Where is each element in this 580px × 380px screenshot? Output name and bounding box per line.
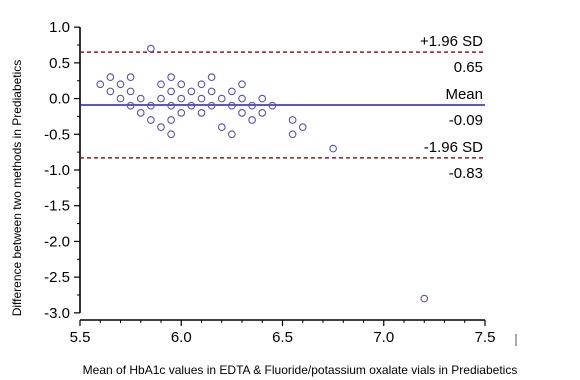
y-tick-label: -3.0 xyxy=(44,305,70,322)
data-point xyxy=(288,116,297,124)
data-point xyxy=(197,80,206,89)
data-point xyxy=(197,94,206,103)
data-point xyxy=(197,109,206,117)
data-point xyxy=(288,130,297,139)
data-point xyxy=(298,123,307,131)
y-tick-label: -0.5 xyxy=(44,126,70,143)
data-point xyxy=(207,101,216,110)
data-point xyxy=(258,94,267,103)
data-point xyxy=(217,94,226,103)
data-point xyxy=(136,94,145,103)
data-point xyxy=(157,123,165,131)
data-point xyxy=(248,101,256,110)
data-point xyxy=(228,87,236,96)
data-point xyxy=(116,80,125,89)
data-point xyxy=(238,109,246,117)
data-point xyxy=(147,101,155,110)
y-tick-label: -1.0 xyxy=(44,162,70,179)
x-tick-label: 7.5 xyxy=(475,329,496,346)
data-point xyxy=(329,144,337,153)
y-tick-label: -2.0 xyxy=(44,233,70,250)
data-point xyxy=(157,94,165,103)
lower_loa-value-label: -0.83 xyxy=(449,165,483,182)
x-axis-title: Mean of HbA1c values in EDTA & Fluoride/… xyxy=(83,363,518,377)
data-point xyxy=(126,87,135,96)
y-tick-label: -2.5 xyxy=(44,269,70,286)
data-point xyxy=(177,109,186,117)
data-point xyxy=(187,87,196,96)
data-point xyxy=(228,130,236,139)
data-point xyxy=(207,73,216,81)
data-point xyxy=(96,80,105,89)
data-point xyxy=(177,94,186,103)
data-point xyxy=(268,101,277,110)
data-point xyxy=(228,101,236,110)
y-tick-label: 1.0 xyxy=(49,19,70,36)
data-point xyxy=(126,101,135,110)
data-point xyxy=(167,101,175,110)
x-tick-label: 7.0 xyxy=(373,329,394,346)
y-tick-label: 0.0 xyxy=(49,91,70,108)
data-point xyxy=(106,87,115,96)
upper_loa-label: +1.96 SD xyxy=(420,33,483,50)
data-point xyxy=(167,73,175,81)
data-point xyxy=(207,87,216,96)
x-tick-label: 6.5 xyxy=(272,329,293,346)
x-tick-label: 5.5 xyxy=(70,329,91,346)
lower_loa-label: -1.96 SD xyxy=(424,139,483,156)
data-point xyxy=(167,87,175,96)
data-point xyxy=(177,80,186,89)
data-point xyxy=(258,109,267,117)
mean-label: Mean xyxy=(445,86,483,103)
data-point xyxy=(217,123,226,131)
y-tick-label: -1.5 xyxy=(44,198,70,215)
data-point xyxy=(167,116,175,124)
data-point xyxy=(106,73,115,81)
data-point xyxy=(238,80,246,89)
data-point xyxy=(147,44,155,53)
data-point xyxy=(147,116,155,124)
upper_loa-value-label: 0.65 xyxy=(454,59,483,76)
data-point xyxy=(238,94,246,103)
data-point xyxy=(126,73,135,81)
data-point xyxy=(136,109,145,117)
x-tick-label: 6.0 xyxy=(171,329,192,346)
y-tick-label: 0.5 xyxy=(49,55,70,72)
mean-value-label: -0.09 xyxy=(449,112,483,129)
data-point xyxy=(167,130,175,139)
data-point xyxy=(187,101,196,110)
data-point xyxy=(116,94,125,103)
y-axis-title: Difference between two methods in Predia… xyxy=(10,60,24,317)
axes: 1.0 0.5 0.0 -0.5 -1.0 -1.5 -2.0 -2.5 -3.05.5 6.0 6… xyxy=(44,19,495,346)
reference-line-labels: +1.96 SD 0.65 Mean -0.09 -1.96 SD -0.83 xyxy=(420,33,483,182)
data-point xyxy=(420,294,429,303)
data-points xyxy=(96,44,429,303)
data-point xyxy=(157,80,165,89)
data-point xyxy=(248,116,256,124)
